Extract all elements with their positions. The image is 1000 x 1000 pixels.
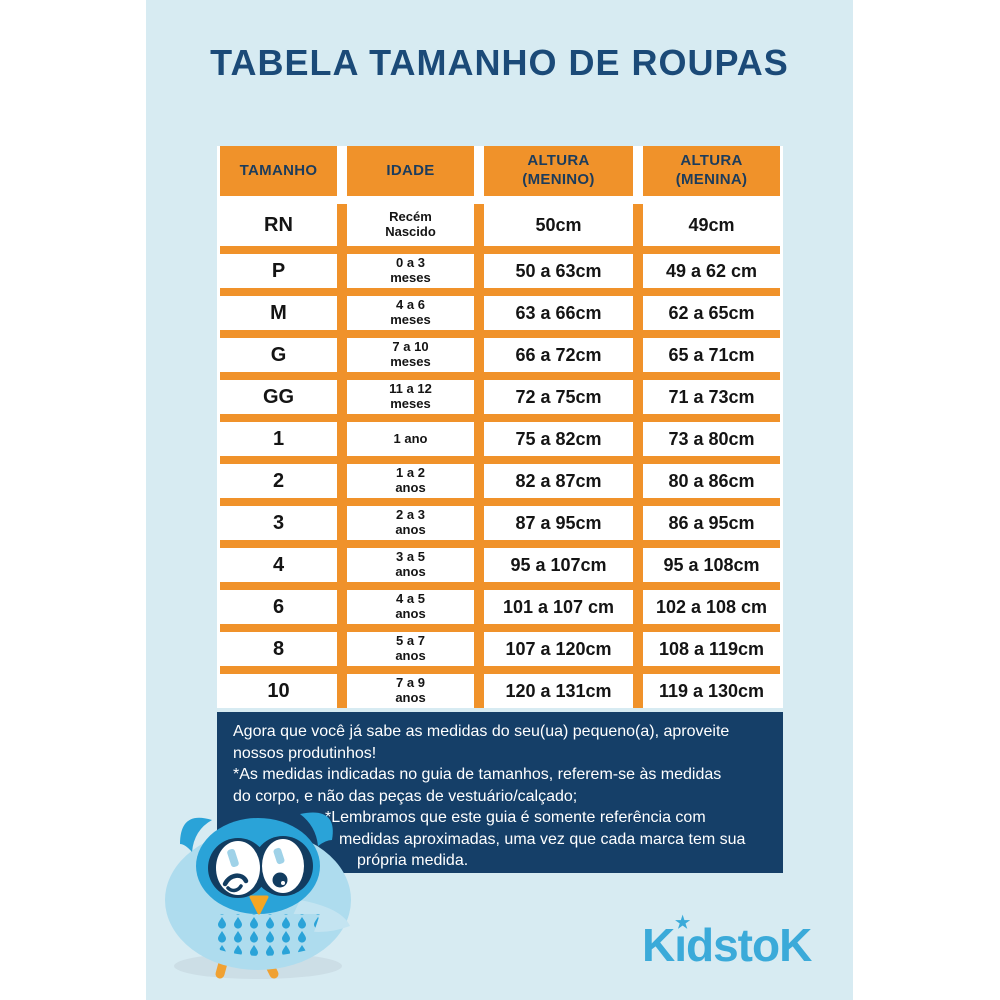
cell-age: 0 a 3 meses (347, 254, 474, 288)
note-line: medidas aproximadas, uma vez que cada ma… (339, 830, 746, 848)
header-idade: IDADE (347, 146, 474, 196)
cell-height-boy: 50 a 63cm (484, 254, 633, 288)
cell-height-girl: 108 a 119cm (643, 632, 780, 666)
cell-size: 1 (220, 422, 337, 456)
cell-height-girl: 86 a 95cm (643, 506, 780, 540)
cell-height-girl: 62 a 65cm (643, 296, 780, 330)
cell-height-boy: 75 a 82cm (484, 422, 633, 456)
cell-height-girl: 65 a 71cm (643, 338, 780, 372)
cell-size: 10 (220, 674, 337, 708)
cell-height-girl: 119 a 130cm (643, 674, 780, 708)
cell-height-girl: 80 a 86cm (643, 464, 780, 498)
page-title: TABELA TAMANHO DE ROUPAS (210, 42, 789, 83)
cell-height-girl: 49 a 62 cm (643, 254, 780, 288)
header-altura-menina: ALTURA (MENINA) (643, 146, 780, 196)
cell-height-girl: 71 a 73cm (643, 380, 780, 414)
cell-size: 3 (220, 506, 337, 540)
cell-height-boy: 95 a 107cm (484, 548, 633, 582)
cell-size: G (220, 338, 337, 372)
cell-size: 2 (220, 464, 337, 498)
cell-height-boy: 107 a 120cm (484, 632, 633, 666)
cell-size: GG (220, 380, 337, 414)
star-icon: ★ (675, 913, 691, 932)
cell-height-girl: 95 a 108cm (643, 548, 780, 582)
kidstok-logo-text: KıdstoK (642, 919, 812, 971)
cell-age: 5 a 7 anos (347, 632, 474, 666)
cell-height-boy: 101 a 107 cm (484, 590, 633, 624)
cell-size: 8 (220, 632, 337, 666)
cell-age: 4 a 5 anos (347, 590, 474, 624)
cell-height-boy: 82 a 87cm (484, 464, 633, 498)
cell-height-boy: 72 a 75cm (484, 380, 633, 414)
cell-height-girl: 49cm (643, 204, 780, 246)
note-line: Agora que você já sabe as medidas do seu… (233, 723, 730, 740)
cell-size: 6 (220, 590, 337, 624)
table-body: RN Recém Nascido 50cm 49cm P 0 a 3 meses… (220, 204, 780, 708)
cell-height-boy: 50cm (484, 204, 633, 246)
header-body-divider (220, 196, 780, 204)
cell-age: 1 ano (347, 422, 474, 456)
cell-age: 7 a 10 meses (347, 338, 474, 372)
cell-height-boy: 120 a 131cm (484, 674, 633, 708)
cell-age: 7 a 9 anos (347, 674, 474, 708)
table-header-row: TAMANHO IDADE ALTURA (MENINO) ALTURA (ME… (220, 146, 780, 196)
note-line: própria medida. (357, 852, 469, 869)
size-table: TAMANHO IDADE ALTURA (MENINO) ALTURA (ME… (217, 146, 783, 708)
cell-height-boy: 87 a 95cm (484, 506, 633, 540)
cell-height-boy: 66 a 72cm (484, 338, 633, 372)
cell-size: P (220, 254, 337, 288)
cell-height-girl: 102 a 108 cm (643, 590, 780, 624)
cell-age: 1 a 2 anos (347, 464, 474, 498)
cell-age: Recém Nascido (347, 204, 474, 246)
note-line: *Lembramos que este guia é somente refer… (325, 809, 706, 826)
cell-height-girl: 73 a 80cm (643, 422, 780, 456)
cell-size: M (220, 296, 337, 330)
owl-mascot-illustration (150, 804, 365, 999)
cell-age: 11 a 12 meses (347, 380, 474, 414)
note-line: *As medidas indicadas no guia de tamanho… (233, 766, 722, 783)
note-line: do corpo, e não das peças de vestuário/c… (233, 787, 578, 805)
cell-size: 4 (220, 548, 337, 582)
header-tamanho: TAMANHO (220, 146, 337, 196)
cell-height-boy: 63 a 66cm (484, 296, 633, 330)
cell-size: RN (220, 204, 337, 246)
owl-icon (165, 812, 351, 979)
cell-age: 4 a 6 meses (347, 296, 474, 330)
kidstok-logo: KıdstoK ★ (642, 913, 842, 988)
cell-age: 2 a 3 anos (347, 506, 474, 540)
cell-age: 3 a 5 anos (347, 548, 474, 582)
note-line: nossos produtinhos! (233, 744, 377, 762)
header-altura-menino: ALTURA (MENINO) (484, 146, 633, 196)
